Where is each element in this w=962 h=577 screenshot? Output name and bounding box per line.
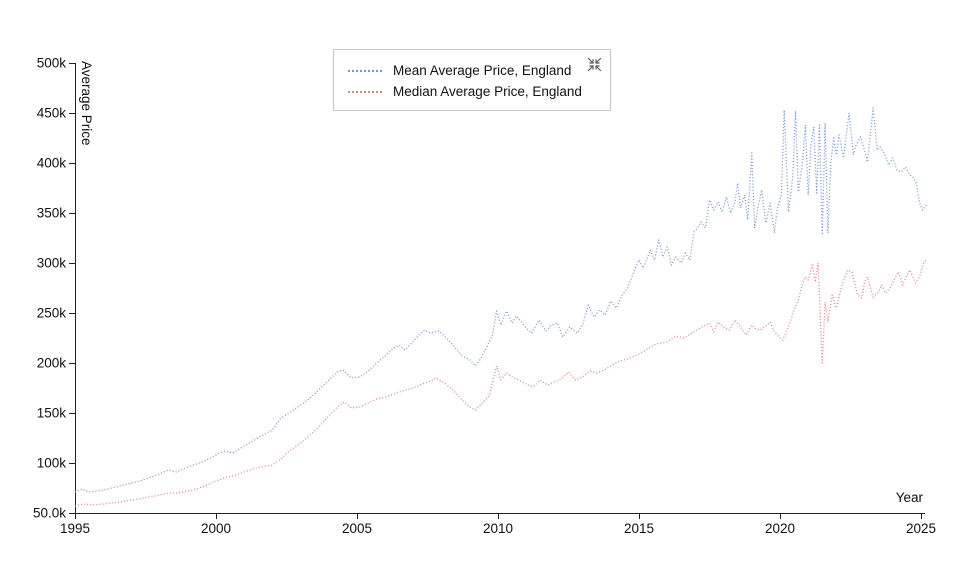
y-axis-title: Average Price (79, 61, 94, 146)
y-tick-label: 50.0k (33, 506, 66, 521)
legend-item-median[interactable]: Median Average Price, England (348, 81, 600, 102)
y-tick-label: 450k (37, 106, 67, 121)
legend-label-mean: Mean Average Price, England (393, 63, 572, 78)
legend-item-mean[interactable]: Mean Average Price, England (348, 60, 600, 81)
legend-label-median: Median Average Price, England (393, 84, 582, 99)
legend: Mean Average Price, England Median Avera… (333, 49, 611, 111)
y-tick-label: 250k (37, 306, 67, 321)
y-tick-label: 300k (37, 256, 67, 271)
mean-line-swatch (348, 69, 382, 72)
x-tick-label: 2000 (201, 521, 231, 536)
collapse-arrows-icon[interactable] (586, 56, 603, 73)
x-axis-title: Year (895, 490, 923, 505)
y-tick-label: 400k (37, 156, 67, 171)
x-tick-label: 2005 (342, 521, 372, 536)
y-tick-label: 200k (37, 356, 67, 371)
x-tick-label: 1995 (60, 521, 90, 536)
median-line-swatch (348, 90, 382, 93)
x-tick-label: 2025 (906, 521, 936, 536)
y-tick-label: 100k (37, 456, 67, 471)
y-tick-label: 150k (37, 406, 67, 421)
x-tick-label: 2015 (624, 521, 654, 536)
median-series-line (74, 259, 927, 507)
y-tick-label: 350k (37, 206, 67, 221)
x-tick-label: 2020 (765, 521, 795, 536)
y-tick-label: 500k (37, 56, 67, 71)
x-tick-label: 2010 (483, 521, 513, 536)
